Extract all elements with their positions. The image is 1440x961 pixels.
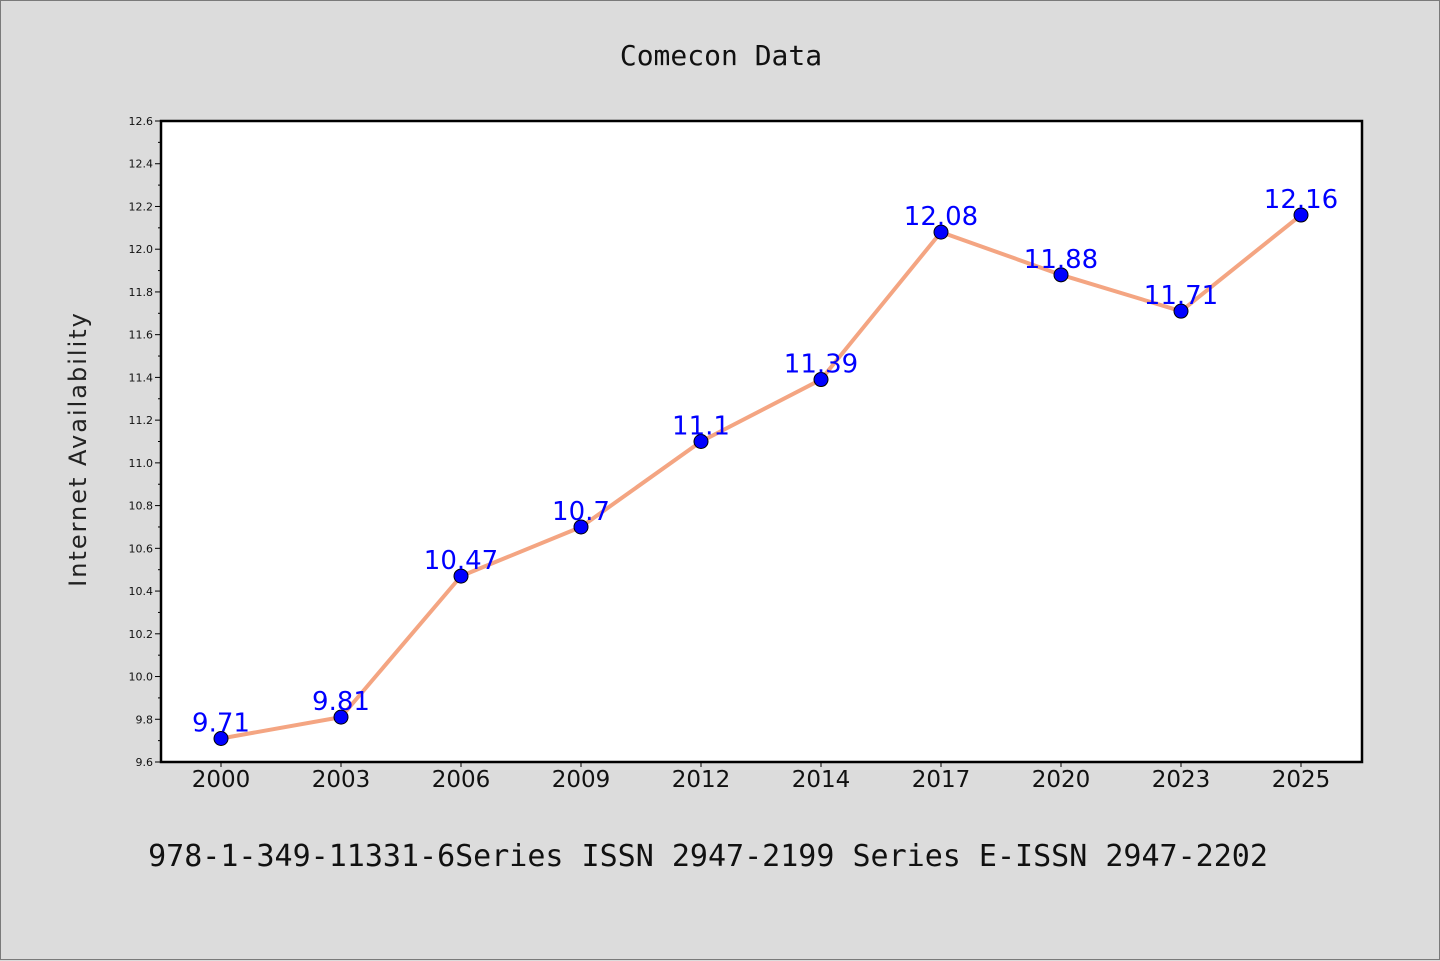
x-tick-label: 2012 bbox=[672, 767, 731, 793]
x-tick-label: 2020 bbox=[1032, 767, 1091, 793]
data-label: 9.71 bbox=[192, 708, 250, 738]
data-label: 9.81 bbox=[312, 687, 370, 717]
data-label-group: 9.71 9.81 10.47 10.7 11.1 11.39 12.08 11.88 11.7… bbox=[192, 185, 1338, 738]
chart-title: Comecon Data bbox=[620, 39, 822, 72]
y-tick-label: 11.0 bbox=[129, 457, 154, 470]
y-axis: 9.6 9.8 10.0 10.2 10.4 10.6 10.8 11.0 11.2 11.4 11… bbox=[129, 115, 161, 769]
data-point-marker bbox=[573, 519, 589, 535]
data-label: 11.88 bbox=[1024, 245, 1098, 275]
y-tick-label: 10.8 bbox=[129, 500, 154, 513]
y-tick-label: 12.4 bbox=[129, 158, 154, 171]
data-label: 11.1 bbox=[672, 412, 730, 442]
data-label: 12.16 bbox=[1264, 185, 1338, 215]
data-point-marker bbox=[453, 568, 469, 584]
y-tick-label: 11.6 bbox=[129, 329, 154, 342]
x-tick-label: 2000 bbox=[192, 767, 251, 793]
x-tick-label: 2025 bbox=[1272, 767, 1331, 793]
y-tick-label: 9.8 bbox=[136, 713, 154, 726]
x-tick-label: 2014 bbox=[792, 767, 851, 793]
data-point-marker bbox=[1293, 207, 1309, 223]
series-line-group bbox=[219, 213, 1303, 741]
data-label: 11.71 bbox=[1144, 281, 1218, 311]
y-axis-label: Internet Availability bbox=[64, 311, 92, 587]
y-tick-label: 10.4 bbox=[129, 585, 154, 598]
x-tick-label: 2003 bbox=[312, 767, 371, 793]
y-tick-label: 11.8 bbox=[129, 286, 154, 299]
data-point-marker bbox=[813, 372, 829, 388]
y-tick-label: 10.2 bbox=[129, 628, 154, 641]
data-label: 11.39 bbox=[784, 350, 858, 380]
marker-group bbox=[213, 207, 1309, 746]
data-label: 10.47 bbox=[424, 546, 498, 576]
y-tick-label: 10.0 bbox=[129, 671, 154, 684]
caption-text: 978-1-349-11331-6Series ISSN 2947-2199 S… bbox=[148, 839, 1268, 874]
y-tick-label: 9.6 bbox=[136, 756, 154, 769]
y-tick-label: 12.0 bbox=[129, 243, 154, 256]
x-tick-label: 2023 bbox=[1152, 767, 1211, 793]
data-point-marker bbox=[1173, 303, 1189, 319]
x-tick-label: 2006 bbox=[432, 767, 491, 793]
y-tick-label: 12.6 bbox=[129, 115, 154, 128]
series-line bbox=[219, 213, 1303, 741]
data-point-marker bbox=[213, 730, 229, 746]
x-axis: 2000 2003 2006 2009 2012 2014 2017 2020 2023 2025 bbox=[192, 762, 1331, 793]
y-tick-label: 11.2 bbox=[129, 414, 154, 427]
x-tick-label: 2017 bbox=[912, 767, 971, 793]
y-tick-label: 11.4 bbox=[129, 371, 154, 384]
data-label: 10.7 bbox=[552, 497, 610, 527]
y-tick-label: 12.2 bbox=[129, 200, 154, 213]
data-point-marker bbox=[1053, 267, 1069, 283]
data-point-marker bbox=[333, 709, 349, 725]
data-point-marker bbox=[693, 434, 709, 449]
data-point-marker bbox=[933, 224, 949, 240]
data-label: 12.08 bbox=[904, 202, 978, 232]
plot-area bbox=[159, 119, 1364, 764]
y-tick-label: 10.6 bbox=[129, 542, 154, 555]
x-tick-label: 2009 bbox=[552, 767, 611, 793]
